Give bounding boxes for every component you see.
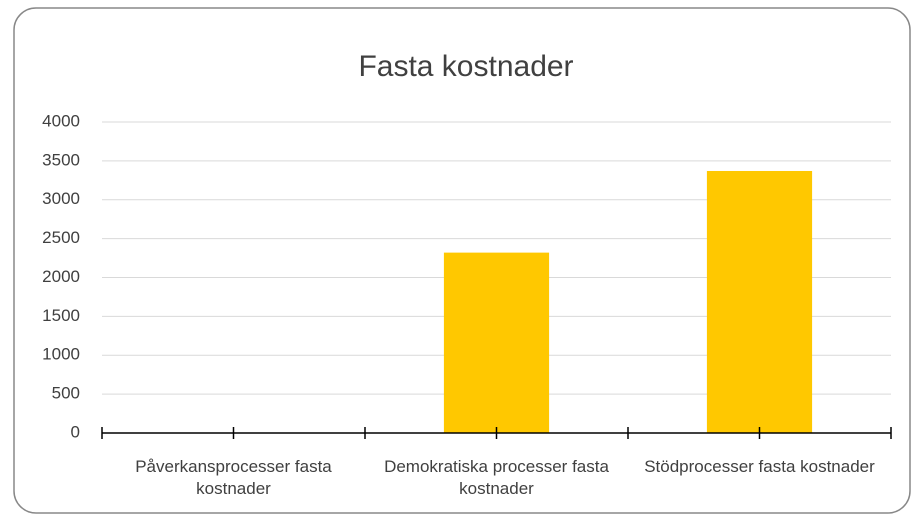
x-tick-label: Påverkansprocesser fasta kostnader xyxy=(135,457,332,498)
y-tick-label: 2000 xyxy=(42,267,80,286)
bar xyxy=(706,170,813,434)
y-tick-label: 1500 xyxy=(42,306,80,325)
y-tick-label: 0 xyxy=(71,422,80,441)
y-tick-label: 4000 xyxy=(42,111,80,130)
y-tick-label: 500 xyxy=(52,384,80,403)
x-tick-label: Stödprocesser fasta kostnader xyxy=(644,457,875,476)
bar xyxy=(443,252,550,433)
y-tick-label: 1000 xyxy=(42,345,80,364)
y-tick-label: 3500 xyxy=(42,150,80,169)
y-tick-label: 3000 xyxy=(42,189,80,208)
x-tick-label: Demokratiska processer fasta kostnader xyxy=(384,457,609,498)
chart-title: Fasta kostnader xyxy=(358,50,573,83)
y-tick-label: 2500 xyxy=(42,228,80,247)
